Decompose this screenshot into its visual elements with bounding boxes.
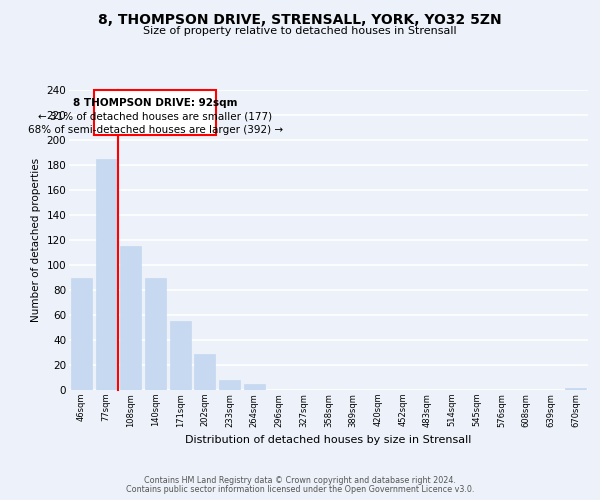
- Bar: [219, 380, 240, 390]
- Text: 8, THOMPSON DRIVE, STRENSALL, YORK, YO32 5ZN: 8, THOMPSON DRIVE, STRENSALL, YORK, YO32…: [98, 12, 502, 26]
- Text: Contains HM Land Registry data © Crown copyright and database right 2024.: Contains HM Land Registry data © Crown c…: [144, 476, 456, 485]
- Text: 8 THOMPSON DRIVE: 92sqm: 8 THOMPSON DRIVE: 92sqm: [73, 98, 238, 108]
- Text: ← 31% of detached houses are smaller (177): ← 31% of detached houses are smaller (17…: [38, 112, 272, 121]
- Bar: [194, 354, 215, 390]
- Bar: [244, 384, 265, 390]
- Bar: [145, 278, 166, 390]
- Text: 68% of semi-detached houses are larger (392) →: 68% of semi-detached houses are larger (…: [28, 125, 283, 135]
- Y-axis label: Number of detached properties: Number of detached properties: [31, 158, 41, 322]
- Bar: [120, 246, 141, 390]
- Bar: [170, 322, 191, 390]
- Text: Size of property relative to detached houses in Strensall: Size of property relative to detached ho…: [143, 26, 457, 36]
- X-axis label: Distribution of detached houses by size in Strensall: Distribution of detached houses by size …: [185, 435, 472, 445]
- FancyBboxPatch shape: [94, 90, 216, 135]
- Bar: [95, 159, 116, 390]
- Bar: [71, 278, 92, 390]
- Bar: [565, 388, 586, 390]
- Text: Contains public sector information licensed under the Open Government Licence v3: Contains public sector information licen…: [126, 485, 474, 494]
